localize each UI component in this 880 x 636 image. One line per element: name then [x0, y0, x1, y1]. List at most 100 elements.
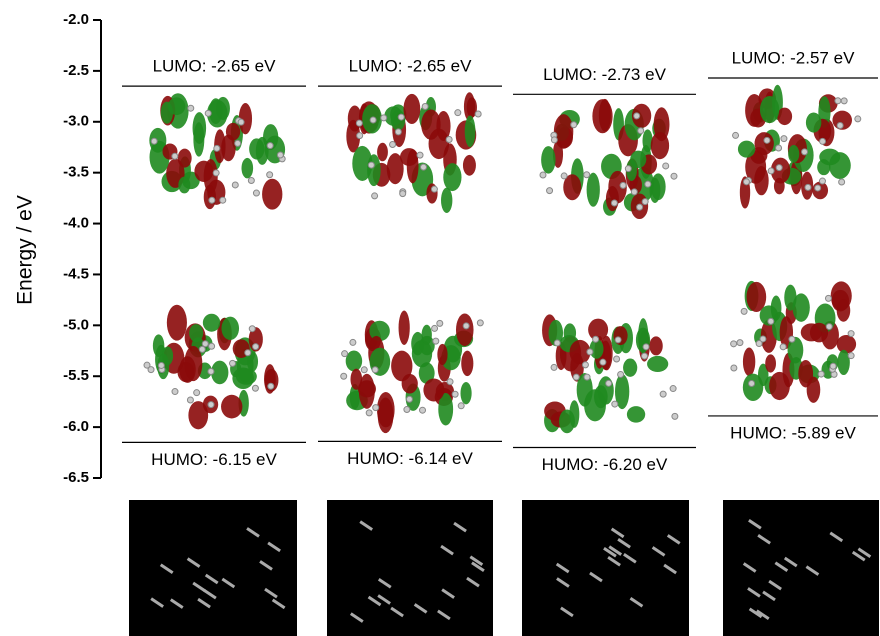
- atom: [172, 389, 178, 395]
- atom: [848, 353, 854, 359]
- atom: [835, 98, 841, 104]
- y-tick-label: -4.5: [63, 265, 89, 282]
- orbital-lobe: [769, 372, 790, 400]
- atom: [663, 163, 669, 169]
- orbital-lobe: [465, 115, 476, 147]
- atom: [463, 323, 469, 329]
- atom: [618, 371, 624, 377]
- orbital-lobe: [743, 348, 755, 377]
- orbital-lobe: [587, 173, 600, 207]
- orbital-lobe: [630, 151, 646, 169]
- atom: [417, 152, 423, 158]
- atom: [780, 344, 786, 350]
- homo-label: HUMO: -6.15 eV: [151, 450, 277, 469]
- orbital-lobe: [423, 378, 444, 401]
- molecule-image: [723, 500, 879, 636]
- atom: [431, 186, 437, 192]
- atom: [356, 120, 362, 126]
- orbital-lobe: [777, 108, 792, 125]
- y-tick-label: -4.0: [63, 215, 89, 232]
- atom: [839, 179, 845, 185]
- orbital-lobe: [402, 374, 418, 394]
- orbital-lobe: [443, 163, 461, 191]
- orbital-lobe: [188, 401, 208, 429]
- y-tick-label: -6.0: [63, 418, 89, 435]
- atom: [420, 164, 426, 170]
- orbital-lobe: [400, 148, 418, 166]
- atom: [372, 367, 378, 373]
- atom: [238, 119, 244, 125]
- atom: [554, 340, 560, 346]
- atom: [584, 172, 590, 178]
- orbital-lobe: [837, 335, 856, 354]
- atom: [819, 178, 825, 184]
- atom: [208, 368, 214, 374]
- orbital-lobe: [647, 356, 668, 372]
- atom: [540, 172, 546, 178]
- atom: [637, 204, 643, 210]
- orbital-lobe: [837, 350, 849, 375]
- orbital-lobe: [399, 311, 410, 345]
- atom: [447, 379, 453, 385]
- atom: [458, 403, 464, 409]
- atom: [433, 338, 439, 344]
- orbital-lobe: [241, 158, 253, 178]
- orbital-lobe: [221, 317, 239, 340]
- atom: [398, 114, 404, 120]
- atom: [406, 396, 412, 402]
- orbital-lobe: [346, 350, 363, 371]
- atom: [395, 129, 401, 135]
- atom: [638, 128, 644, 134]
- orbital-lobe: [209, 98, 222, 124]
- lumo-label: LUMO: -2.65 eV: [349, 57, 472, 76]
- atom: [400, 191, 406, 197]
- atom: [252, 385, 258, 391]
- atom: [209, 197, 215, 203]
- atom: [267, 172, 273, 178]
- atom: [642, 353, 648, 359]
- orbital-lobe: [754, 166, 768, 195]
- orbital-lobe: [810, 323, 828, 343]
- atom: [202, 341, 208, 347]
- orbital-lobe: [378, 397, 394, 433]
- atom: [741, 308, 747, 314]
- atom: [357, 133, 363, 139]
- orbital-lobe: [651, 132, 669, 159]
- atom: [615, 337, 621, 343]
- atom: [253, 344, 259, 350]
- atom: [199, 346, 205, 352]
- atom: [582, 362, 588, 368]
- atom: [631, 189, 637, 195]
- atom: [830, 363, 836, 369]
- atom: [172, 153, 178, 159]
- atom: [437, 320, 443, 326]
- atom: [743, 179, 749, 185]
- atom: [547, 188, 553, 194]
- atom: [841, 98, 847, 104]
- orbital-lobe: [649, 336, 662, 355]
- atom: [573, 374, 579, 380]
- orbital-lobe: [463, 155, 476, 176]
- orbital-lobe: [460, 382, 471, 404]
- atom: [245, 350, 251, 356]
- orbital-lobe: [623, 359, 637, 377]
- orbital-lobe: [584, 389, 606, 421]
- atom: [733, 132, 739, 138]
- atom: [350, 339, 356, 345]
- y-axis-label: Energy / eV: [14, 195, 37, 305]
- atom: [214, 145, 220, 151]
- atom: [781, 136, 787, 142]
- atom: [366, 410, 372, 416]
- atom: [584, 374, 590, 380]
- atom: [188, 105, 194, 111]
- atom: [672, 413, 678, 419]
- atom: [277, 152, 283, 158]
- orbital-lobe: [377, 143, 388, 161]
- atom: [561, 173, 567, 179]
- atom: [452, 391, 458, 397]
- orbital-lobe: [203, 314, 220, 332]
- atom: [731, 341, 737, 347]
- atom: [477, 320, 483, 326]
- atom: [341, 373, 347, 379]
- orbital-lobe: [179, 356, 195, 383]
